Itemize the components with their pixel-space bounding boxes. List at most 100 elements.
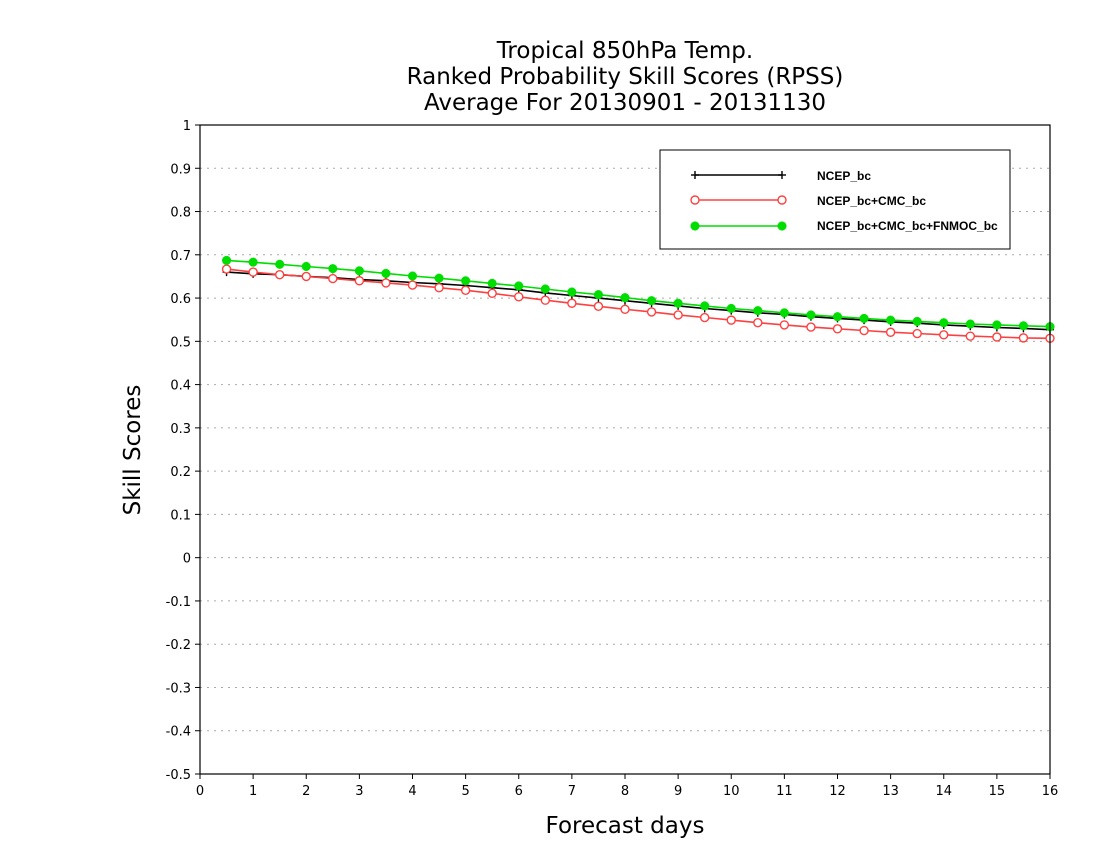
legend-marker-ncep-cmc [777,195,787,205]
data-point-ncep-cmc [726,315,736,325]
data-point-ncep-cmc-fnmoc [912,316,922,326]
data-point-ncep-cmc-fnmoc [700,301,710,311]
data-point-ncep-cmc-fnmoc [1018,321,1028,331]
x-tick-label: 6 [515,784,523,799]
data-point-ncep-cmc [859,325,869,336]
y-tick-label: 0.2 [170,465,191,480]
data-point-ncep-cmc-fnmoc [301,261,311,272]
data-point-ncep-cmc-fnmoc [939,318,949,328]
data-point-ncep-cmc [806,322,816,332]
plot-frame [199,124,1051,775]
x-tick-label: 16 [1042,784,1059,799]
data-point-ncep-cmc-fnmoc [514,281,524,291]
data-point-ncep-cmc [593,301,604,311]
data-point-ncep-cmc [753,318,763,328]
y-tick-label: -0.2 [166,638,191,653]
data-point-ncep-cmc [514,292,524,302]
legend-marker-ncep-cmc-fnmoc [690,221,700,231]
title-line-2: Ranked Probability Skill Scores (RPSS) [407,64,844,90]
y-tick-label: -0.3 [166,681,191,696]
y-tick-label: 0 [183,552,191,567]
legend: NCEP_bc NCEP_bc+CMC_bc NCEP_bc+CMC_bc+FN… [659,149,1011,250]
data-point-ncep-cmc [699,312,710,323]
y-tick-label: 0.1 [170,508,191,523]
data-point-ncep-cmc-fnmoc [673,298,683,308]
series-layer [221,255,1055,344]
y-tick-label: 0.3 [170,422,191,437]
data-point-ncep-cmc-fnmoc [753,306,763,316]
data-point-ncep-cmc-fnmoc [992,320,1002,330]
data-point-ncep-cmc [779,320,790,330]
data-point-ncep-cmc-fnmoc [726,303,736,314]
x-tick-label: 2 [302,784,310,799]
x-tick-label: 3 [355,784,363,799]
data-point-ncep-cmc [274,270,285,280]
x-tick-label: 14 [935,784,952,799]
series-ncep-cmc [221,264,1055,344]
data-point-ncep-cmc-fnmoc [806,310,816,320]
title-line-1: Tropical 850hPa Temp. [496,38,753,64]
data-point-ncep-cmc [965,331,976,341]
data-point-ncep-cmc-fnmoc [222,255,232,265]
data-point-ncep-cmc-fnmoc [965,319,975,329]
data-point-ncep-cmc-fnmoc [540,284,550,294]
chart-title: Tropical 850hPa Temp. Ranked Probability… [407,38,844,116]
data-point-ncep-cmc [567,298,577,308]
data-point-ncep-cmc-fnmoc [647,296,657,306]
data-point-ncep-cmc-fnmoc [859,313,869,323]
data-point-ncep-cmc [939,330,949,340]
y-tick-label: 0.5 [170,335,191,350]
data-point-ncep-cmc-fnmoc [620,293,630,303]
title-line-3: Average For 20130901 - 20131130 [424,90,826,116]
x-tick-label: 12 [829,784,846,799]
data-point-ncep-cmc [912,328,922,339]
data-point-ncep-cmc [460,285,471,295]
data-point-ncep-cmc [1018,333,1029,343]
x-tick-label: 7 [568,784,576,799]
legend-label-ncep-bc: NCEP_bc [817,169,871,183]
data-point-ncep-cmc-fnmoc [832,312,843,322]
x-tick-label: 5 [461,784,469,799]
x-tick-label: 1 [249,784,257,799]
data-point-ncep-cmc-fnmoc [461,276,471,286]
y-tick-label: -0.5 [166,768,191,783]
legend-marker-ncep-bc [691,171,699,179]
legend-marker-ncep-bc [778,171,786,179]
x-axis-title: Forecast days [546,813,705,839]
data-point-ncep-cmc-fnmoc [886,315,896,325]
data-point-ncep-cmc [992,332,1002,342]
data-point-ncep-cmc-fnmoc [328,264,338,274]
data-point-ncep-cmc [487,288,497,299]
data-point-ncep-cmc [646,307,657,317]
y-tick-label: -0.1 [166,595,191,610]
data-point-ncep-cmc-fnmoc [407,271,418,281]
y-tick-label: 0.4 [170,379,191,394]
y-tick-label: 0.7 [170,249,191,264]
x-tick-label: 4 [408,784,416,799]
x-tick-label: 8 [621,784,629,799]
y-tick-label: -0.4 [166,725,191,740]
y-axis-ticks: 1 0.9 0.8 0.7 0.6 0.5 0.4 0.3 0.2 0.1 0 -0.1 -0.2 -0.… [166,119,200,783]
legend-label-ncep-cmc-fnmoc: NCEP_bc+CMC_bc+FNMOC_bc [817,219,998,233]
series-ncep-cmc-fnmoc [222,255,1055,332]
y-tick-label: 0.6 [170,292,191,307]
data-point-ncep-cmc [301,271,311,282]
data-point-ncep-cmc-fnmoc [593,290,603,300]
y-tick-label: 1 [183,119,191,134]
x-tick-label: 13 [882,784,899,799]
data-point-ncep-cmc [540,295,551,305]
data-point-ncep-cmc-fnmoc [275,259,285,269]
legend-marker-ncep-cmc [690,195,700,205]
data-point-ncep-cmc-fnmoc [779,308,789,318]
data-point-ncep-cmc [832,324,843,334]
data-point-ncep-cmc [620,304,630,315]
data-point-ncep-cmc [673,310,683,320]
data-point-ncep-cmc [248,267,258,277]
data-point-ncep-cmc [221,264,232,274]
x-axis-ticks: 0 1 2 3 4 5 6 7 8 9 10 11 12 13 14 15 16 [196,774,1058,799]
data-point-ncep-cmc-fnmoc [381,268,391,278]
x-tick-label: 11 [776,784,793,799]
y-tick-label: 0.9 [170,162,191,177]
